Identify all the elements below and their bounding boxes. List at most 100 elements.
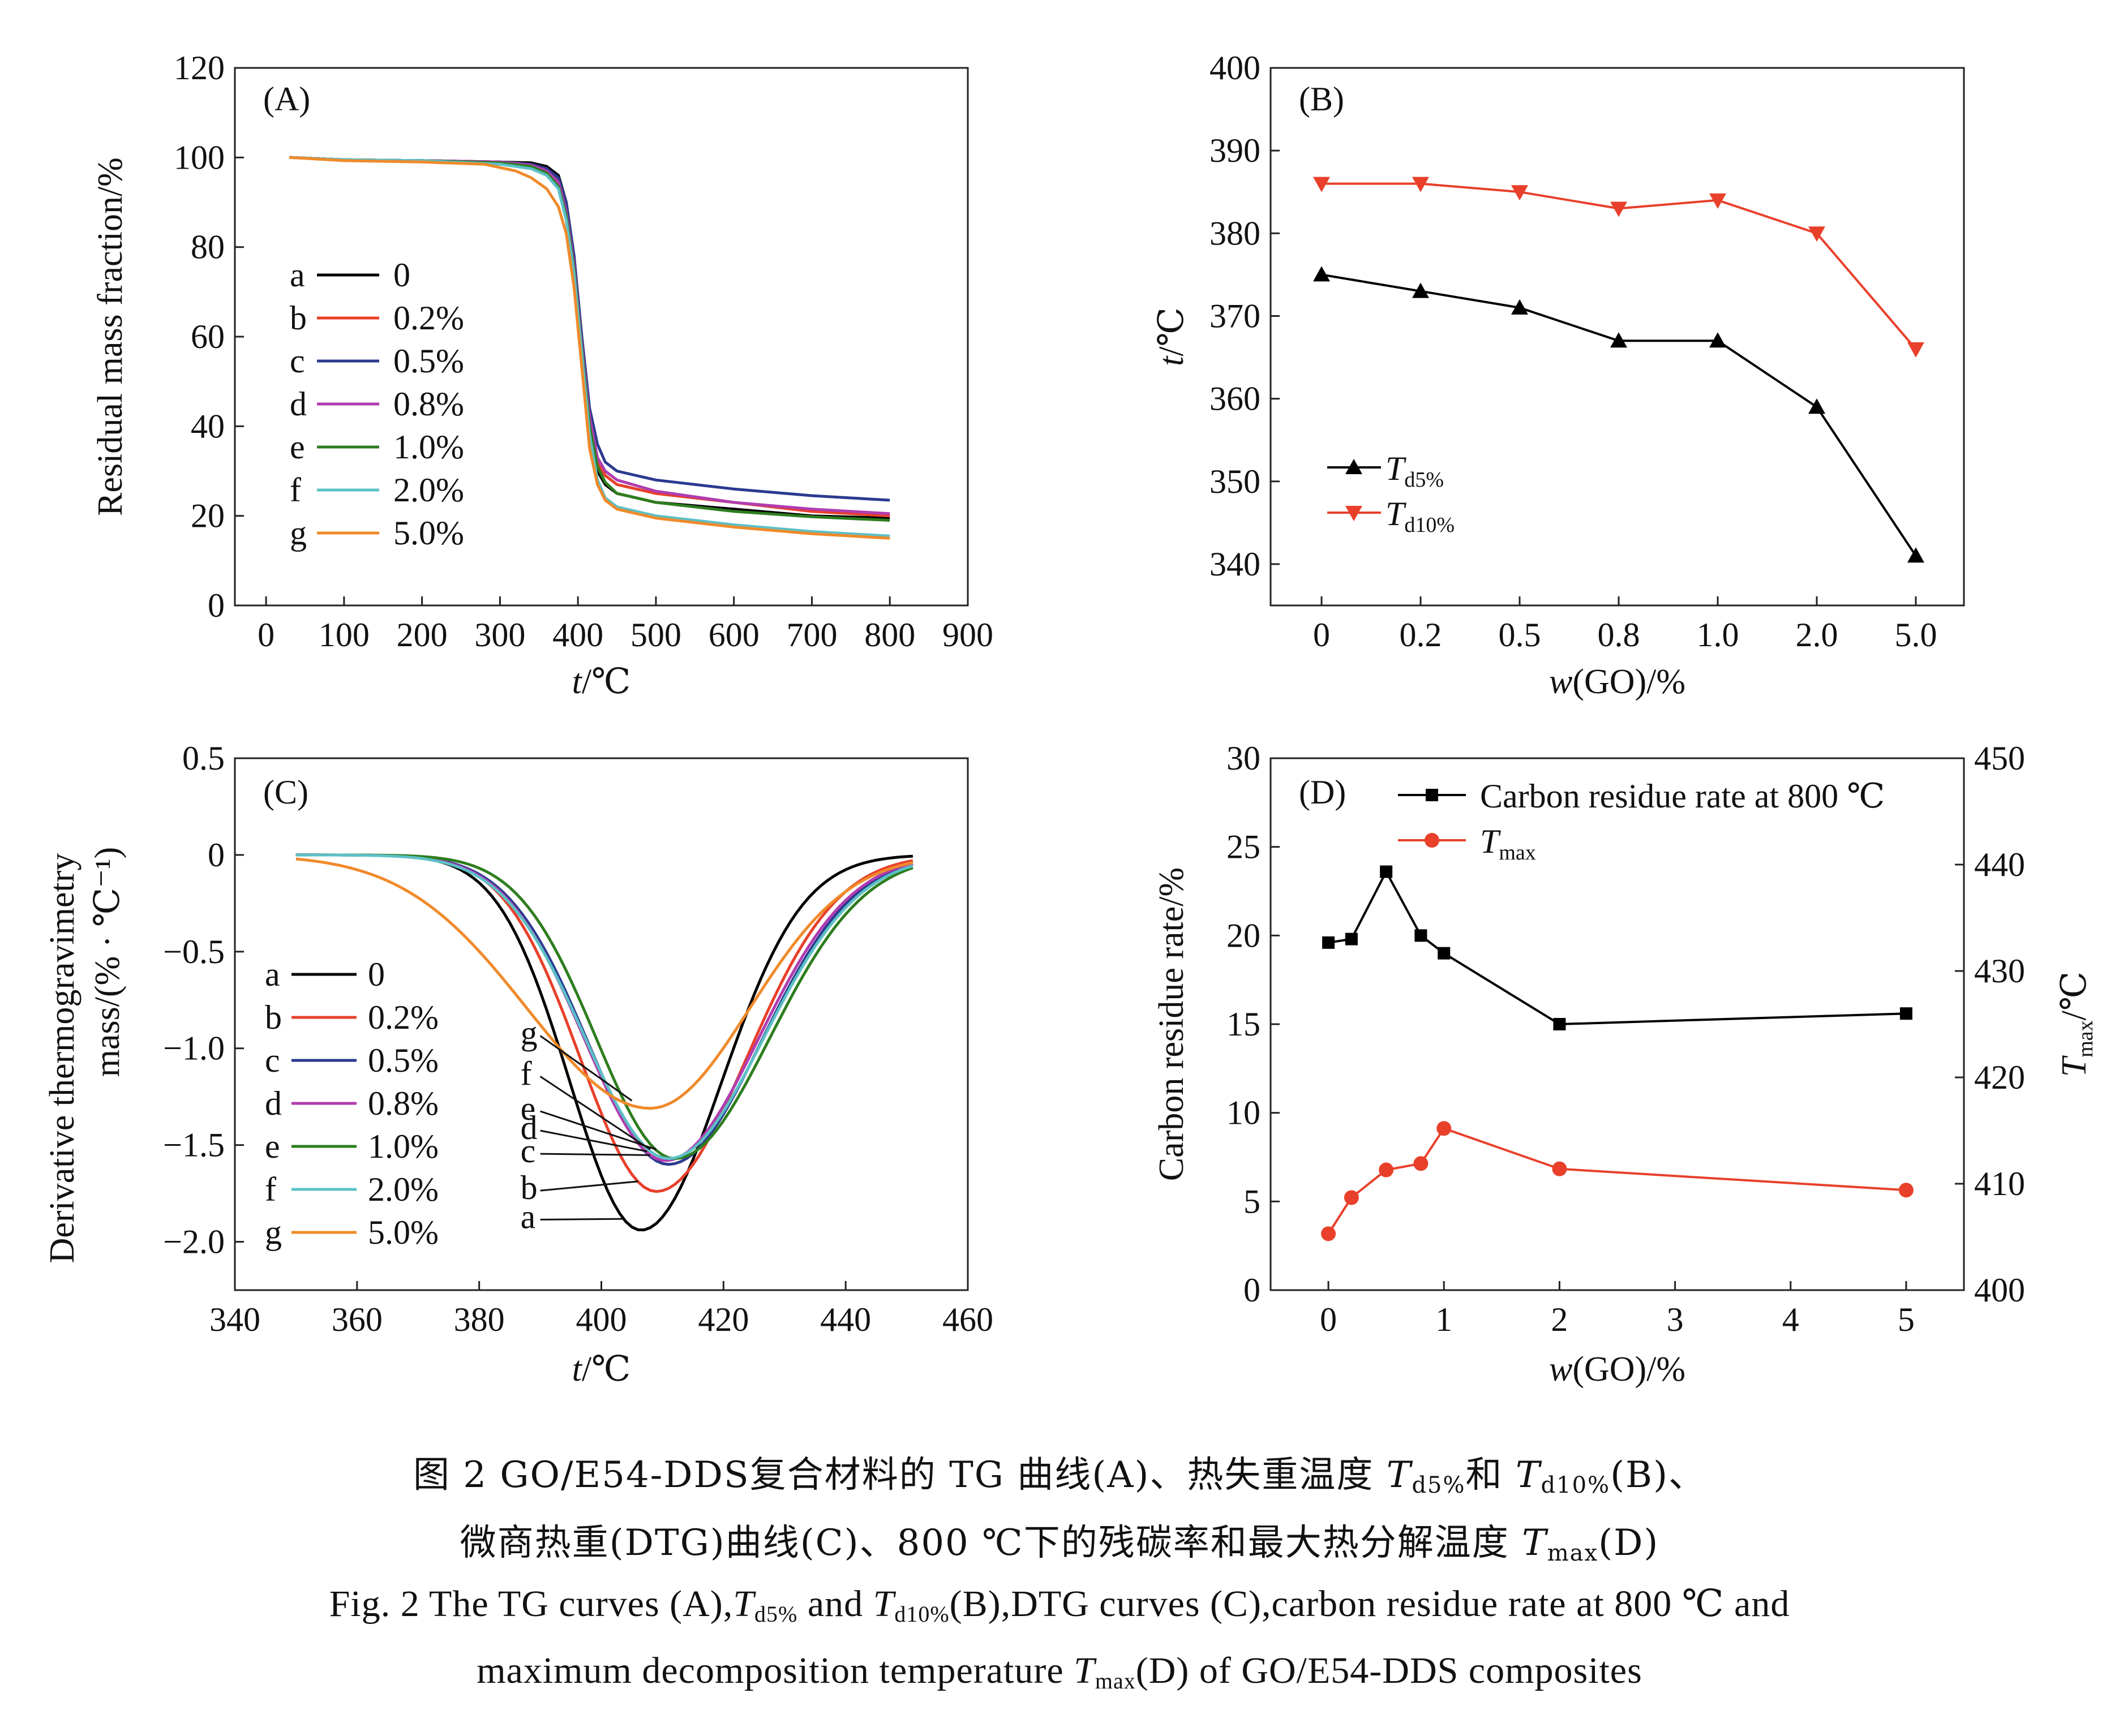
text-part: /℃ [1152,307,1191,356]
y-tick-label: 40 [191,407,225,445]
y-tick-label: −2.0 [163,1223,225,1261]
x-tick-label: 200 [397,616,448,654]
caption-cn-line2: 微商热重(DTG)曲线(C)、800 ℃下的残碳率和最大热分解温度 Tmax(D… [460,1522,1659,1566]
curve-annotation-letter: b [521,1169,538,1206]
legend-label: Tmax [1480,823,1536,865]
panel-d: 0 1 2 3 4 5051015202530400410420430440450Carb… [1152,740,2097,1389]
marker-circle [1379,1162,1394,1178]
y-tick-label: 380 [1209,214,1260,252]
x-tick-label: 5 [1898,1301,1915,1338]
legend-letter: c [290,342,305,380]
marker-triangle-up [1313,266,1330,282]
curve-annotation-letter: g [521,1015,538,1052]
x-tick-label: 600 [709,616,760,654]
x-tick-label: 500 [630,616,681,654]
y-tick-label: 120 [174,49,225,87]
text-part: /℃ [582,1350,631,1389]
legend-label: 1.0% [368,1128,439,1165]
y-tick-label: 5 [1243,1183,1260,1220]
text-part: T [2055,1055,2094,1077]
legend-label: 0.5% [393,342,464,380]
x-tick-label: 1 [1435,1301,1452,1338]
y-tick-label: 80 [191,229,225,266]
y-tick-label: 20 [191,497,225,535]
y-tick-label: −1.5 [163,1127,225,1164]
marker-triangle-up [1412,282,1429,298]
legend-letter: a [265,956,280,993]
marker-triangle-up [1907,547,1924,563]
x-tick-label: 800 [864,616,915,654]
panel-label: (A) [263,80,310,118]
x-tick-label: 340 [209,1301,260,1338]
marker-triangle-up [1610,332,1627,348]
y-tick-right-label: 400 [1974,1271,2025,1309]
x-tick-label: 0 [1313,616,1330,654]
text-part: max [1499,841,1535,865]
marker-circle [1413,1156,1429,1171]
text-part: t [1152,355,1191,366]
marker-triangle-down [1412,177,1429,192]
x-tick-label: 400 [576,1301,627,1338]
text-part: d10% [1404,513,1455,537]
dtg-curve-g [295,857,913,1110]
panel-label: (D) [1299,774,1346,811]
curve-annotation-letter: a [521,1198,536,1235]
x-tick-label: 420 [698,1301,749,1338]
text-part: max [2074,1020,2097,1057]
y-tick-right-label: 450 [1974,740,2025,777]
y-tick-label: 350 [1209,463,1260,500]
plot-frame [1269,757,1965,1291]
legend-letter: f [290,471,301,509]
legend-letter: c [265,1042,280,1079]
legend-letter: b [265,999,282,1036]
text-part: (GO)/% [1572,1350,1685,1389]
text-part: t [572,663,583,701]
y-axis-label: t/℃ [1152,307,1191,366]
marker-triangle-down [1808,226,1825,242]
x-tick-label: 3 [1667,1301,1684,1338]
legend-label: Td10% [1386,495,1455,537]
legend-label: 0.8% [393,385,464,423]
marker-triangle-down [1610,201,1627,217]
text-part: T [1480,823,1501,860]
marker-square [1414,929,1427,942]
text-part: /℃ [582,663,631,701]
y-tick-right-label: 440 [1974,846,2025,883]
x-tick-label: 4 [1782,1301,1799,1338]
y-tick-label: 360 [1209,380,1260,418]
text-part: T [1386,450,1406,487]
y-axis-label: Residual mass fraction/% [91,157,130,516]
legend-label: 0.2% [368,999,439,1036]
panel-b: 0 0.2 0.5 0.8 1.0 2.0 5.0 340 350 360 370 380 390 400… [1152,49,1965,701]
y-axis-label-line2: mass/(% · ℃⁻¹) [88,847,127,1077]
x-axis-label: w(GO)/% [1549,1350,1685,1389]
x-tick-label: 100 [319,616,370,654]
legend-label: 5.0% [393,514,464,552]
plot-frame [1269,67,1965,607]
marker-square [1426,789,1438,801]
curve-annotation-letter: c [521,1132,536,1170]
legend-label: 5.0% [368,1214,439,1251]
x-tick-label: 360 [332,1301,383,1338]
marker-square [1553,1018,1566,1030]
marker-triangle-up [1808,398,1825,414]
annotation-leader [539,1076,651,1150]
dtg-curve-f [295,853,913,1161]
x-tick-label: 380 [454,1301,505,1338]
marker-triangle-down [1313,177,1330,192]
panel-label: (C) [263,774,308,811]
y-tick-label: 0 [208,836,225,874]
legend-label: 1.0% [393,428,464,466]
text-part: w [1549,663,1572,701]
text-part: t [572,1350,583,1389]
annotation-leader [540,1110,657,1150]
y-tick-label: 100 [174,139,225,176]
annotation-leader [540,1180,638,1192]
y-tick-label: 0 [1243,1271,1260,1309]
marker-triangle-down [1345,506,1362,521]
legend-letter: d [265,1085,282,1122]
plot-frame [234,67,969,607]
x-tick-label: 460 [942,1301,993,1338]
marker-triangle-down [1709,193,1726,209]
